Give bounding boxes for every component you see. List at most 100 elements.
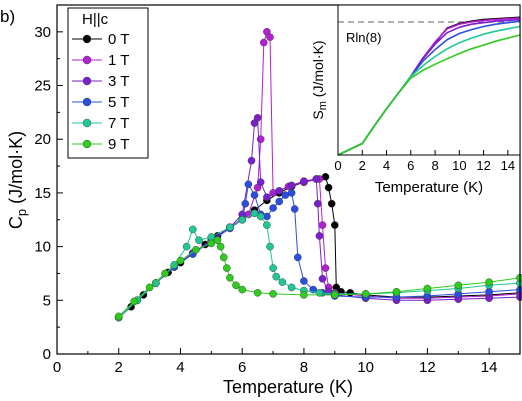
data-point-5-t (516, 285, 522, 294)
data-point-9-t (207, 239, 216, 248)
legend-title: H||c (82, 11, 109, 28)
data-point-9-t (216, 242, 225, 251)
data-point-3-t (253, 114, 262, 122)
data-point-9-t (516, 274, 522, 282)
legend-marker (82, 34, 92, 44)
main-y-tick-label: 10 (34, 239, 51, 256)
legend-item-5-t: 5 T (72, 94, 129, 111)
data-point-9-t (485, 278, 493, 286)
data-point-9-t (176, 256, 185, 265)
legend-label: 1 T (108, 52, 129, 69)
main-y-axis-label: Cp (J/mol·K) (6, 131, 29, 229)
data-point-3-t (263, 193, 271, 201)
main-x-tick-label: 14 (481, 359, 498, 376)
inset-x-tick-label: 8 (431, 158, 438, 173)
data-point-5-t (241, 199, 250, 208)
main-y-axis-label-unit: (J/mol·K) (6, 131, 26, 209)
main-x-axis-label: Temperature (K) (223, 377, 353, 397)
data-point-9-t (423, 284, 432, 293)
data-point-9-t (330, 291, 339, 299)
legend-item-0-t: 0 T (72, 31, 129, 48)
data-point-0-t (330, 221, 339, 229)
legend-label: 0 T (108, 31, 129, 48)
data-point-3-t (275, 186, 284, 195)
data-point-7-t (272, 272, 281, 281)
data-point-9-t (213, 236, 222, 244)
legend-marker (82, 55, 92, 65)
data-point-5-t (275, 197, 284, 206)
data-point-1-t (318, 221, 327, 229)
series-line-3-t (118, 116, 521, 318)
data-point-1-t (321, 264, 330, 272)
data-point-9-t (161, 269, 169, 278)
main-y-tick-label: 0 (43, 346, 51, 363)
data-point-7-t (151, 279, 160, 287)
data-point-3-t (313, 199, 322, 208)
data-point-7-t (238, 215, 246, 224)
panel-label: b) (0, 7, 15, 26)
legend-item-7-t: 7 T (72, 115, 129, 132)
data-point-5-t (250, 191, 259, 199)
data-point-5-t (244, 180, 253, 189)
inset-y-axis-label-sub: m (317, 101, 329, 110)
inset-reference-label: Rln(8) (346, 30, 381, 45)
inset-x-tick-label: 4 (383, 158, 390, 173)
legend-box (67, 7, 149, 159)
inset-x-axis-label: Temperature (K) (375, 179, 483, 196)
legend-label: 5 T (108, 94, 129, 111)
inset-x-tick-label: 2 (359, 158, 366, 173)
data-point-9-t (130, 297, 138, 306)
inset-x-tick-label: 10 (452, 158, 466, 173)
legend-item-9-t: 9 T (72, 136, 129, 153)
data-point-5-t (485, 287, 493, 296)
legend-marker (82, 97, 92, 107)
inset-y-axis-label-unit: (J/mol·K) (310, 40, 326, 101)
main-y-tick-label: 5 (43, 292, 51, 309)
data-point-1-t (259, 38, 268, 47)
data-point-3-t (247, 156, 256, 165)
data-point-5-t (290, 205, 299, 213)
data-point-9-t (192, 245, 200, 254)
data-point-9-t (114, 312, 123, 321)
data-point-7-t (226, 223, 234, 232)
data-point-9-t (300, 291, 308, 299)
legend-item-3-t: 3 T (72, 73, 129, 90)
data-point-5-t (300, 277, 308, 285)
data-point-7-t (250, 209, 259, 218)
main-y-tick-label: 25 (34, 78, 51, 95)
main-y-axis: 0 5 10 15 20 25 30 (34, 24, 63, 363)
data-point-9-t (392, 287, 401, 296)
legend-label: 3 T (108, 73, 129, 90)
legend-item-1-t: 1 T (72, 52, 129, 69)
legend-items: 0 T 1 T 3 T 5 T 7 T 9 T (72, 31, 129, 153)
data-point-5-t (269, 204, 277, 212)
inset-x-tick-label: 6 (407, 158, 414, 173)
inset-x-tick-label: 12 (476, 158, 490, 173)
data-point-9-t (145, 283, 154, 292)
data-point-7-t (195, 236, 203, 244)
legend-marker (82, 139, 92, 149)
main-x-tick-label: 6 (238, 359, 246, 376)
legend: H||c 0 T 1 T 3 T 5 T 7 T 9 T (67, 7, 149, 159)
legend-marker (82, 118, 92, 128)
inset-line-9-t (337, 34, 521, 156)
main-x-tick-label: 12 (419, 359, 436, 376)
main-x-tick-label: 4 (176, 359, 184, 376)
main-x-tick-label: 10 (357, 359, 374, 376)
data-point-9-t (269, 290, 277, 298)
data-point-3-t (485, 294, 493, 303)
inset-y-axis-label: Sm (J/mol·K) (310, 40, 329, 119)
data-point-9-t (222, 264, 231, 272)
main-y-axis-label-main: C (6, 216, 26, 229)
data-point-5-t (287, 189, 296, 197)
main-y-tick-label: 20 (34, 131, 51, 148)
inset-background (338, 5, 520, 155)
data-point-9-t (219, 253, 228, 262)
inset-x-tick-label: 14 (501, 158, 515, 173)
main-y-axis-label-sub: p (14, 209, 29, 216)
data-point-7-t (287, 283, 296, 292)
data-point-7-t (266, 242, 274, 251)
inset-x-tick-label: 0 (334, 158, 341, 173)
